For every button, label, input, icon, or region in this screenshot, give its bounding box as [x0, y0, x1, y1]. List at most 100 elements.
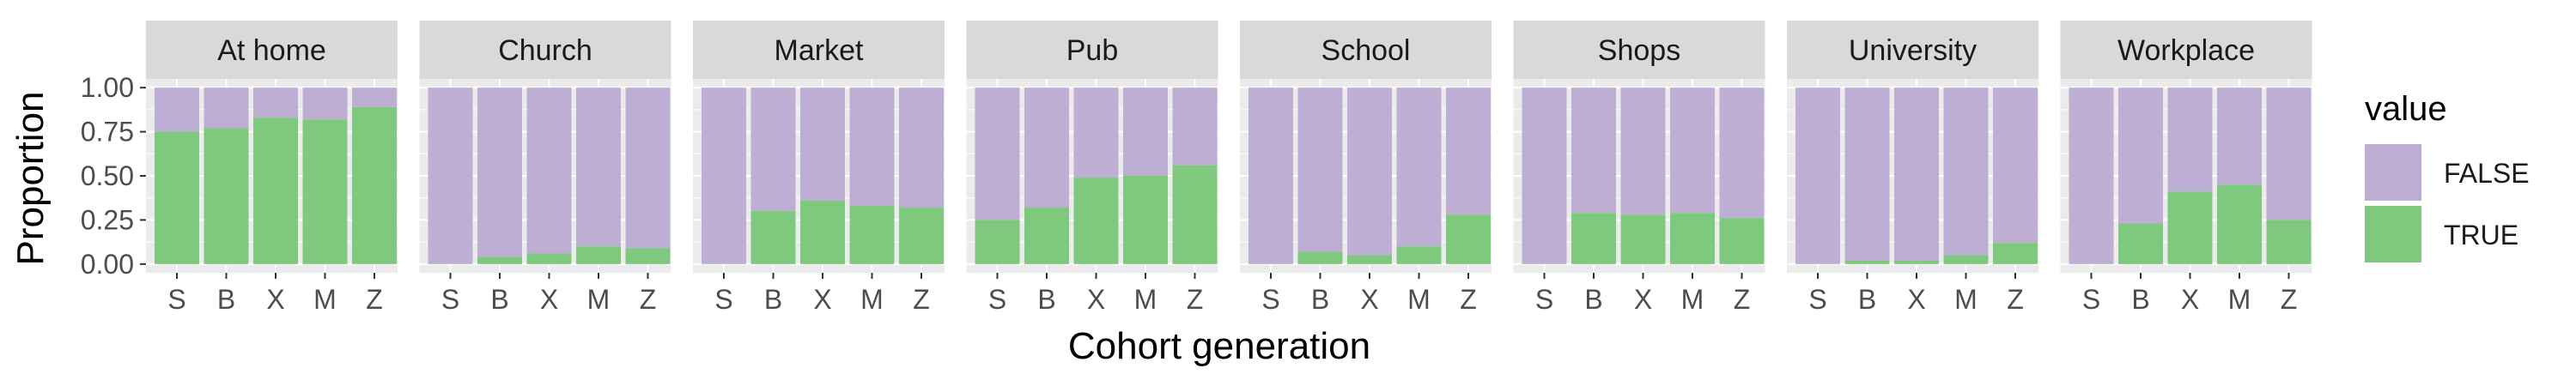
bar-false-X [1347, 87, 1392, 256]
facet-market: Market S B X M Z [693, 21, 945, 315]
bar-false-X [1073, 87, 1119, 178]
bar-true-X [800, 200, 845, 264]
bar-true-M [1670, 213, 1715, 264]
bar-true-Z [899, 208, 944, 264]
bar-false-M [2217, 87, 2262, 185]
bar-true-X [1894, 260, 1939, 264]
bar-false-X [526, 87, 572, 254]
bar-true-B [1024, 208, 1069, 264]
bar-true-B [2118, 223, 2163, 264]
facet-label: School [1321, 34, 1411, 67]
bar-true-Z [1446, 214, 1491, 264]
x-tick-label: B [490, 284, 508, 315]
bar-true-S [975, 220, 1020, 264]
bar-false-Z [899, 87, 944, 208]
bar-false-B [750, 87, 796, 212]
facet-label: University [1849, 34, 1977, 67]
bar-false-B [1844, 87, 1890, 261]
bar-true-X [1347, 255, 1392, 264]
facet-church: Church S B X M Z [419, 21, 671, 315]
bar-true-M [1396, 246, 1442, 264]
facet-label: Pub [1066, 34, 1119, 67]
y-tick-label: 0.25 [81, 204, 134, 235]
facet-label: Shops [1598, 34, 1680, 67]
x-tick-label: M [1954, 284, 1978, 315]
bar-false-X [2167, 87, 2213, 192]
bar-false-X [1620, 87, 1666, 215]
bar-false-Z [1719, 87, 1765, 219]
x-tick-label: X [1360, 284, 1378, 315]
x-tick-label: B [764, 284, 782, 315]
bar-false-M [1670, 87, 1715, 214]
bar-true-Z [352, 106, 397, 264]
bar-false-X [1894, 87, 1939, 261]
bar-false-Z [352, 87, 397, 107]
bar-false-M [302, 87, 348, 120]
x-tick-label: M [2228, 284, 2251, 315]
bar-false-M [1123, 87, 1168, 176]
facet-strip [2060, 21, 2312, 79]
bar-true-M [849, 205, 895, 264]
bar-false-B [204, 87, 249, 129]
facet-strip [1513, 21, 1765, 79]
facet-strip [966, 21, 1218, 79]
facet-label: Workplace [2117, 34, 2255, 67]
x-tick-label: S [441, 284, 459, 315]
x-axis-title: Cohort generation [1068, 325, 1370, 367]
bar-false-Z [625, 87, 671, 249]
bar-true-M [302, 119, 348, 264]
x-tick-label: B [1584, 284, 1602, 315]
x-tick-label: B [217, 284, 235, 315]
facet-strip [146, 21, 398, 79]
bar-false-B [1571, 87, 1616, 214]
bar-false-M [1396, 87, 1442, 247]
x-tick-label: S [1535, 284, 1553, 315]
bar-true-B [1297, 251, 1343, 264]
x-tick-label: M [1134, 284, 1157, 315]
x-tick-label: X [813, 284, 831, 315]
bar-false-M [849, 87, 895, 206]
legend-key-false [2365, 144, 2421, 201]
x-tick-label: S [1261, 284, 1279, 315]
x-tick-label: B [1311, 284, 1329, 315]
legend-key-true [2365, 206, 2421, 262]
legend-label-true: TRUE [2444, 220, 2518, 250]
x-tick-label: S [2082, 284, 2100, 315]
bar-true-B [204, 128, 249, 264]
facet-pub: Pub S B X M Z [966, 21, 1218, 315]
x-tick-label: X [1907, 284, 1925, 315]
bar-true-B [477, 256, 522, 264]
x-tick-label: S [988, 284, 1006, 315]
facet-strip [1240, 21, 1492, 79]
x-tick-label: Z [366, 284, 383, 315]
facet-strip [693, 21, 945, 79]
facet-shops: Shops S B X M Z [1513, 21, 1765, 315]
x-tick-label: M [587, 284, 611, 315]
bar-false-Z [1446, 87, 1491, 215]
bar-false-M [1943, 87, 1989, 256]
bar-false-S [702, 87, 746, 264]
x-tick-label: M [860, 284, 884, 315]
bar-true-X [526, 253, 572, 264]
bar-false-Z [1993, 87, 2038, 244]
x-tick-label: S [167, 284, 185, 315]
facet-school: School S B X M Z [1240, 21, 1492, 315]
facet-strip [419, 21, 671, 79]
x-tick-label: S [1808, 284, 1826, 315]
bar-true-Z [1719, 218, 1765, 264]
bar-true-S [155, 131, 199, 264]
x-tick-label: Z [913, 284, 930, 315]
legend: value FALSE TRUE [2365, 90, 2530, 262]
bar-true-M [576, 246, 621, 264]
bar-false-S [1249, 87, 1293, 264]
y-tick-label: 0.00 [81, 249, 134, 280]
y-axis-title: Proportion [9, 91, 52, 265]
bar-false-S [155, 87, 199, 132]
x-tick-label: X [540, 284, 558, 315]
x-tick-label: M [1681, 284, 1704, 315]
y-tick-label: 1.00 [81, 72, 134, 103]
facet-label: At home [217, 34, 326, 67]
facet-label: Church [498, 34, 592, 67]
